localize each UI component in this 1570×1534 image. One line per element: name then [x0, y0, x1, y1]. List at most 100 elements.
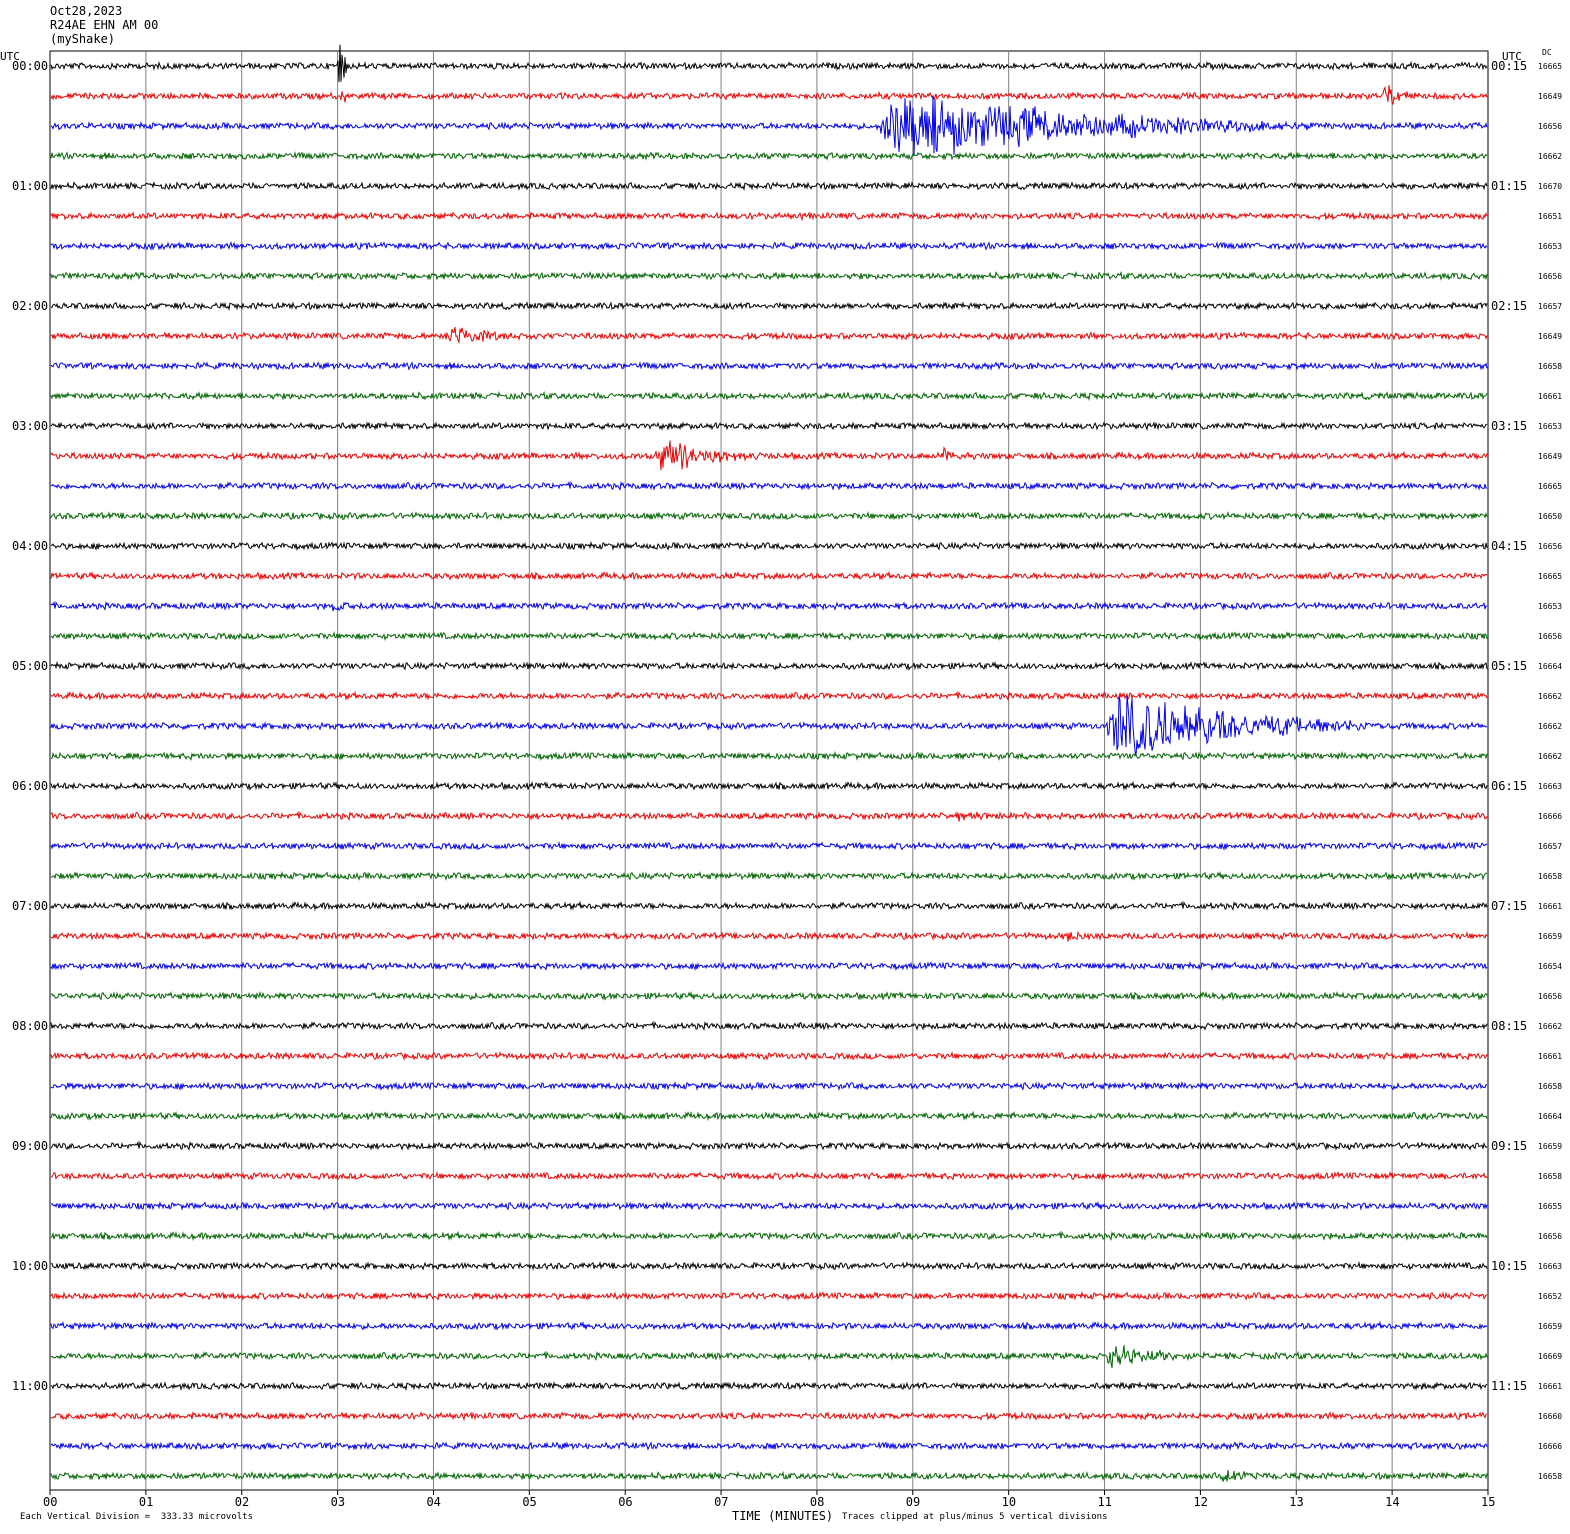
hour-label-right: 04:15: [1491, 539, 1528, 553]
dc-offset-label: 16661: [1538, 1382, 1563, 1391]
trace-row: [50, 180, 1488, 192]
trace-row: [50, 301, 1488, 312]
trace-row: [50, 695, 1488, 757]
dc-offset-label: 16658: [1538, 1172, 1563, 1181]
hour-label-left: 07:00: [12, 899, 49, 913]
trace-row: [50, 780, 1488, 792]
dc-offset-label: 16656: [1538, 992, 1563, 1001]
utc-right-label: UTC: [1502, 50, 1522, 63]
trace-row: [50, 660, 1488, 671]
trace-row: [50, 1171, 1488, 1181]
date-label: Oct28,2023: [50, 4, 123, 18]
trace-row: [50, 361, 1488, 371]
x-tick-label: 00: [43, 1495, 58, 1509]
network-label: (myShake): [50, 32, 116, 46]
dc-offset-label: 16659: [1538, 932, 1563, 941]
dc-offset-label: 16653: [1538, 242, 1563, 251]
trace-row: [50, 570, 1488, 582]
trace-row: [50, 931, 1488, 942]
hour-label-right: 05:15: [1491, 659, 1528, 673]
trace-row: [50, 1051, 1488, 1061]
hour-label-right: 01:15: [1491, 179, 1528, 193]
trace-row: [51, 540, 1488, 551]
trace-row: [50, 870, 1488, 881]
trace-row: [50, 1110, 1488, 1122]
x-tick-label: 02: [234, 1495, 250, 1509]
trace-row: [50, 1410, 1488, 1422]
clip-text: Traces clipped at plus/minus 5 vertical …: [842, 1512, 1108, 1522]
trace-row: [50, 1080, 1488, 1091]
dc-offset-label: 16659: [1538, 1322, 1563, 1331]
trace-row: [50, 690, 1488, 702]
hour-label-right: 02:15: [1491, 299, 1528, 313]
dc-offset-label: 16658: [1538, 1472, 1563, 1481]
x-tick-label: 05: [522, 1495, 537, 1509]
x-tick-label: 11: [1097, 1495, 1112, 1509]
trace-row: [51, 750, 1488, 761]
trace-row: [50, 241, 1488, 251]
dc-offset-label: 16663: [1538, 782, 1563, 791]
x-axis-label: TIME (MINUTES): [732, 1509, 834, 1523]
dc-offset-label: 16653: [1538, 422, 1563, 431]
dc-offset-label: 16664: [1538, 1112, 1563, 1121]
station-label: R24AE EHN AM 00: [50, 18, 159, 32]
hour-label-right: 09:15: [1491, 1139, 1528, 1153]
hour-label-right: 11:15: [1491, 1379, 1528, 1393]
hour-label-left: 01:00: [12, 179, 49, 193]
trace-row: [50, 1381, 1488, 1392]
dc-offset-label: 16656: [1538, 272, 1563, 281]
dc-offset-label: 16657: [1538, 302, 1563, 311]
trace-row: [50, 480, 1488, 491]
x-tick-label: 04: [426, 1495, 441, 1509]
trace-row: [50, 210, 1488, 222]
trace-row: [50, 1261, 1488, 1271]
dc-offset-label: 16653: [1538, 602, 1563, 611]
x-tick-label: 10: [1001, 1495, 1017, 1509]
dc-offset-label: 16663: [1538, 1262, 1563, 1271]
x-tick-label: 09: [905, 1495, 921, 1509]
dc-offset-label: 16664: [1538, 662, 1563, 671]
dc-offset-label: 16661: [1538, 392, 1563, 401]
dc-label: DC: [1542, 48, 1552, 57]
hour-label-right: 08:15: [1491, 1019, 1528, 1033]
dc-offset-label: 16656: [1538, 542, 1563, 551]
hour-label-left: 00:00: [12, 59, 49, 73]
dc-offset-label: 16649: [1538, 452, 1563, 461]
dc-offset-label: 16660: [1538, 1412, 1563, 1421]
x-tick-label: 15: [1481, 1495, 1496, 1509]
hour-label-left: 08:00: [12, 1019, 49, 1033]
dc-offset-label: 16656: [1538, 122, 1563, 131]
trace-row: [50, 151, 1488, 161]
dc-offset-label: 16665: [1538, 62, 1563, 71]
dc-offset-label: 16665: [1538, 482, 1563, 491]
trace-row: [50, 1320, 1488, 1332]
hour-label-left: 06:00: [12, 779, 49, 793]
dc-offset-label: 16649: [1538, 332, 1563, 341]
trace-row: [50, 511, 1488, 521]
trace-row: [50, 900, 1488, 912]
dc-offset-label: 16662: [1538, 152, 1563, 161]
x-tick-label: 03: [330, 1495, 346, 1509]
dc-offset-label: 16651: [1538, 212, 1563, 221]
trace-row: [50, 95, 1488, 157]
trace-row: [50, 1200, 1488, 1211]
x-tick-label: 13: [1289, 1495, 1304, 1509]
trace-row: [50, 1140, 1488, 1151]
dc-offset-label: 16662: [1538, 752, 1563, 761]
hour-label-left: 09:00: [12, 1139, 49, 1153]
dc-offset-label: 16656: [1538, 632, 1563, 641]
hour-label-right: 00:15: [1491, 59, 1528, 73]
x-tick-label: 01: [138, 1495, 154, 1509]
trace-row: [50, 810, 1488, 822]
trace-row: [50, 1441, 1488, 1451]
trace-row: [50, 44, 1488, 83]
plot-frame: [49, 50, 1489, 1491]
dc-offset-label: 16669: [1538, 1352, 1563, 1361]
dc-offset-label: 16662: [1538, 692, 1563, 701]
trace-row: [50, 1230, 1488, 1242]
x-tick-label: 08: [809, 1495, 825, 1509]
trace-row: [50, 600, 1488, 612]
scale-text: Each Vertical Division = 333.33 microvol…: [20, 1512, 253, 1522]
trace-row: [50, 421, 1488, 432]
